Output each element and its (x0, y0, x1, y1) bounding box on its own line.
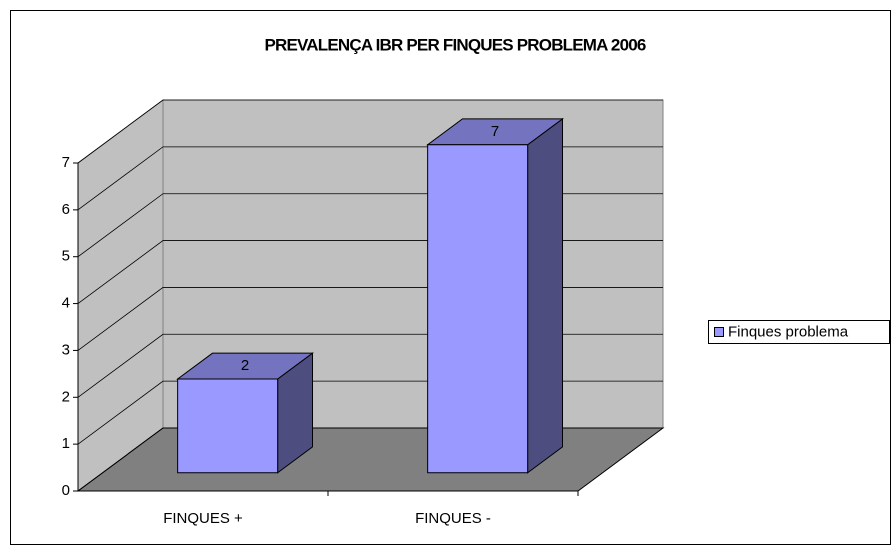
bar-side (527, 117, 563, 474)
y-tick-label: 4 (62, 295, 70, 312)
y-tick-label: 2 (62, 388, 70, 405)
y-tick-label: 7 (62, 154, 70, 171)
y-tick-label: 1 (62, 435, 70, 452)
y-tick-label: 6 (62, 201, 70, 218)
data-label: 2 (241, 357, 249, 374)
y-tick-label: 5 (62, 248, 70, 265)
y-tick-label: 3 (62, 341, 70, 358)
chart-title: PREVALENÇA IBR PER FINQUES PROBLEMA 2006 (264, 35, 645, 54)
legend-swatch (714, 327, 724, 337)
y-tick-label: 0 (62, 482, 70, 499)
legend-label: Finques problema (728, 323, 849, 340)
bar (427, 144, 529, 474)
legend-box (708, 320, 890, 344)
floor (76, 427, 665, 492)
side-wall (77, 99, 164, 492)
bar (177, 378, 279, 474)
x-tick-label: FINQUES + (163, 510, 243, 527)
x-tick-label: FINQUES - (415, 510, 491, 527)
grid-line (77, 99, 663, 164)
data-label: 7 (491, 123, 499, 140)
